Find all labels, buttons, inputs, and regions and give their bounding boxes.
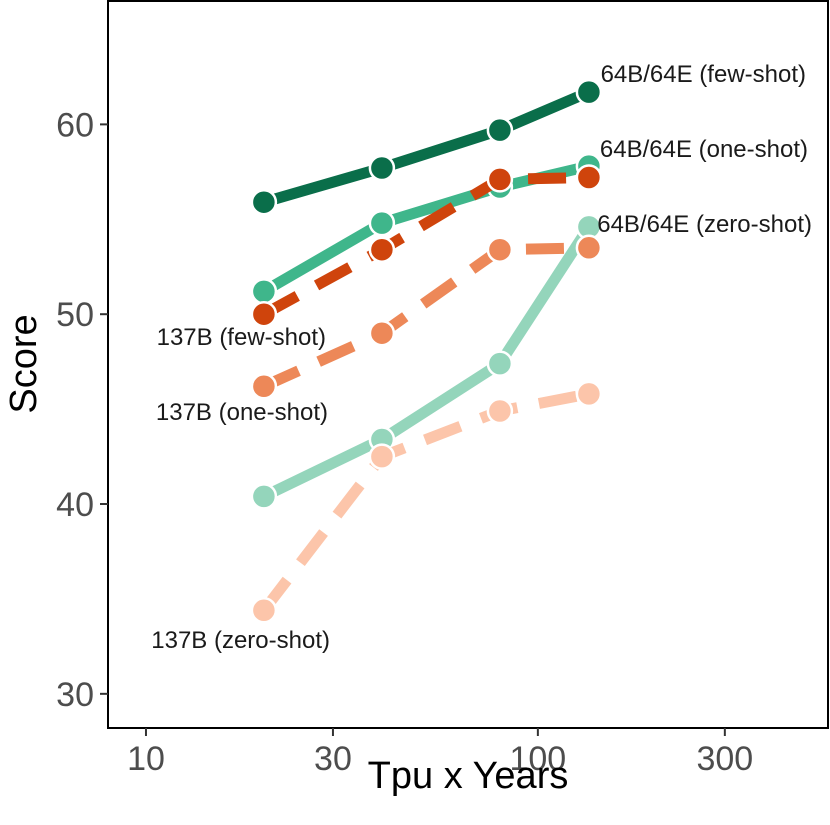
data-point [486,236,514,263]
x-tick-label: 10 [127,740,165,778]
data-point [575,380,603,408]
series-line-137b-one-shot [261,242,590,392]
series-137b-zero-shot [250,380,603,624]
data-point [250,278,278,305]
series-137b-one-shot [250,234,603,400]
y-tick-label: 60 [56,106,94,144]
data-point [368,319,396,347]
data-point [368,236,396,263]
x-tick-label: 300 [696,740,753,778]
series-line-137b-few-shot [261,172,590,320]
data-point [575,164,603,191]
data-point [368,154,396,182]
series-line-64b-64e-zero-shot [258,221,595,502]
series-64b-64e-few-shot [250,78,603,216]
data-point [486,166,514,193]
data-point [486,397,514,425]
data-point [250,483,278,510]
series-label: 137B (one-shot) [156,399,328,426]
x-axis-title: Tpu x Years [368,755,569,797]
data-point [486,350,514,377]
series-label: 64B/64E (one-shot) [600,136,808,163]
series-label: 137B (few-shot) [157,324,326,351]
series-label: 64B/64E (zero-shot) [597,211,812,238]
label-layer: 64B/64E (zero-shot) 137B (zero-shot) 137B … [151,61,812,654]
series-label: 137B (zero-shot) [151,627,330,654]
series-line-64b-64e-few-shot [258,86,595,208]
data-point [368,443,396,470]
data-point [250,188,278,216]
series-label: 64B/64E (few-shot) [601,61,806,88]
data-point [368,209,396,237]
plot-panel [107,0,829,729]
y-axis-title: Score [3,314,45,413]
series-line-137b-zero-shot [259,388,590,614]
x-tick-label: 100 [509,740,566,778]
data-point [575,234,603,262]
data-point [250,597,278,624]
data-point [575,78,603,106]
series-layer [250,78,603,624]
data-point [250,300,278,328]
x-tick-label: 30 [314,740,352,778]
data-point [486,116,514,144]
y-tick-label: 30 [56,676,94,714]
data-point [250,373,278,400]
y-tick-label: 50 [56,296,94,334]
series-137b-few-shot [250,164,603,328]
axis-layer: 30 40 50 60 10 30 100 300 [56,106,753,778]
y-tick-label: 40 [56,486,94,524]
